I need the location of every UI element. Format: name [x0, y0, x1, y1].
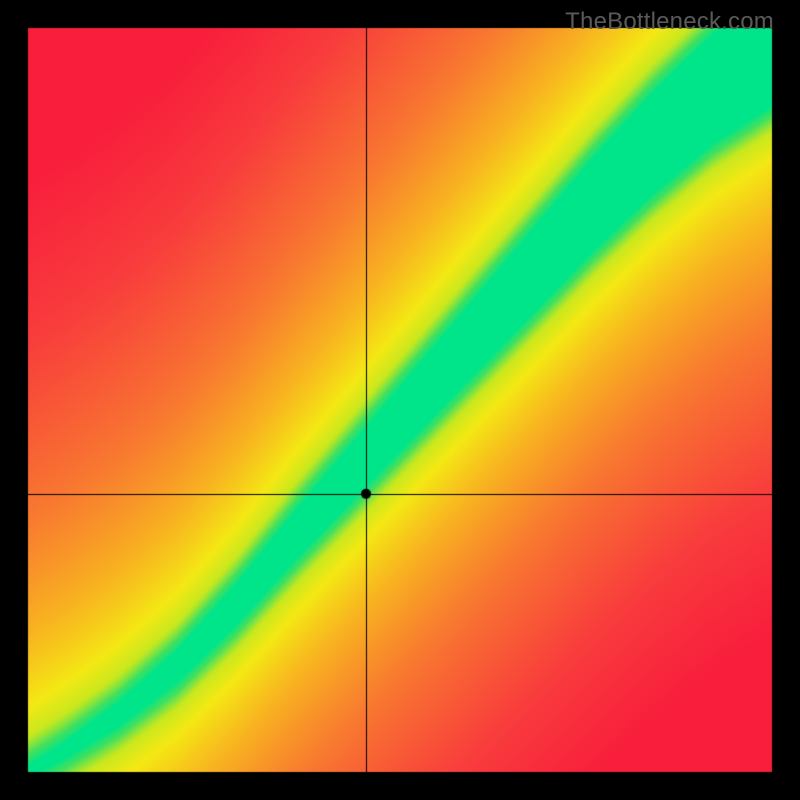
- bottleneck-heatmap-canvas: [0, 0, 800, 800]
- watermark-text: TheBottleneck.com: [565, 8, 774, 36]
- chart-container: TheBottleneck.com: [0, 0, 800, 800]
